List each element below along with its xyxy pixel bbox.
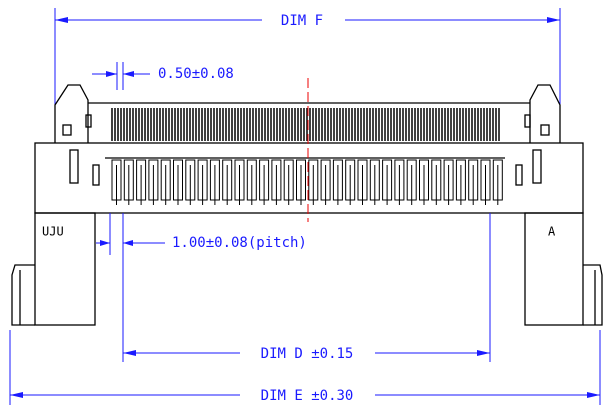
contact-width-label: 0.50±0.08: [158, 66, 234, 82]
dim-e-lines: [9, 330, 601, 405]
right-marking: A: [548, 225, 556, 239]
pitch-lines: [96, 213, 165, 255]
dim-d-lines: [122, 213, 491, 362]
dim-f-label: DIM F: [281, 13, 323, 29]
top-latches: [54, 84, 561, 143]
top-contacts: [111, 108, 500, 141]
pitch-label: 1.00±0.08(pitch): [172, 235, 307, 251]
contact-width-lines: [92, 62, 150, 90]
dim-f-lines: [54, 8, 561, 105]
dim-d-label: DIM D ±0.15: [261, 346, 354, 362]
connector-body: [11, 142, 603, 326]
bottom-contacts: [111, 159, 503, 205]
left-marking: UJU: [42, 225, 64, 239]
dim-e-label: DIM E ±0.30: [261, 388, 354, 404]
